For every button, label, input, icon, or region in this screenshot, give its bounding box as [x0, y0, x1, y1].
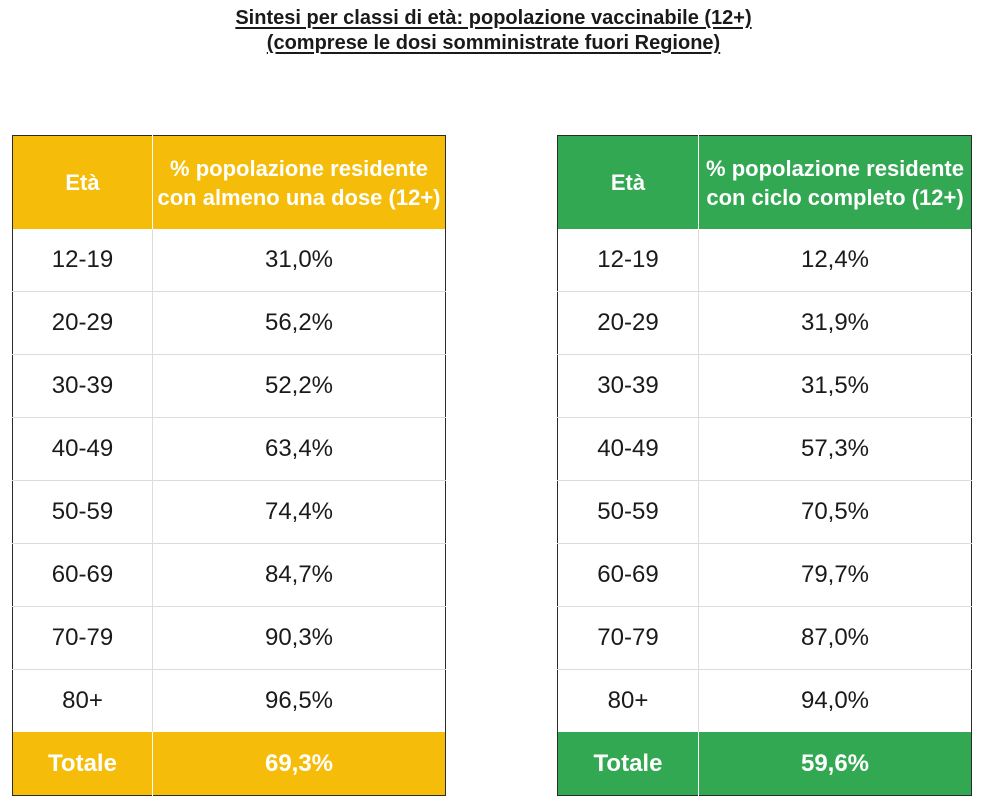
table-row: 40-49 63,4% [12, 417, 446, 481]
table-row: 12-19 12,4% [558, 229, 972, 292]
table-row: 30-39 31,5% [557, 354, 972, 418]
column-header-age: Età [557, 135, 699, 229]
page-title: Sintesi per classi di età: popolazione v… [0, 6, 987, 56]
age-cell: 12-19 [51, 246, 114, 273]
age-cell: 80+ [557, 669, 699, 732]
age-cell: 70-79 [557, 606, 699, 670]
pct-cell: 74,4% [152, 480, 446, 544]
total-row: Totale 69,3% [12, 732, 446, 796]
table-row: 50-59 70,5% [557, 480, 972, 544]
age-cell: 50-59 [12, 480, 153, 544]
pct-cell: 52,2% [152, 354, 446, 418]
table-row: 20-29 31,9% [557, 291, 972, 355]
page-title-line-2: (comprese le dosi somministrate fuori Re… [266, 32, 721, 54]
table-header-row: Età % popolazione residente con almeno u… [12, 135, 446, 229]
pct-cell: 63,4% [152, 417, 446, 481]
age-cell: 12-19 [597, 246, 659, 273]
total-row: Totale 59,6% [557, 732, 972, 796]
age-cell: 40-49 [557, 417, 699, 481]
total-value: 59,6% [698, 732, 972, 796]
table-row: 60-69 84,7% [12, 543, 446, 607]
age-cell: 50-59 [557, 480, 699, 544]
pct-cell: 31,0% [152, 229, 446, 292]
age-cell: 30-39 [12, 354, 153, 418]
age-cell: 30-39 [557, 354, 699, 418]
table-header-row: Età % popolazione residente con ciclo co… [557, 135, 972, 229]
age-cell: 60-69 [557, 543, 699, 607]
table-row: 30-39 52,2% [12, 354, 446, 418]
table-row: 50-59 74,4% [12, 480, 446, 544]
age-cell: 20-29 [12, 291, 153, 355]
total-label: Totale [12, 732, 153, 796]
total-value: 69,3% [152, 732, 446, 796]
table-row: 70-79 90,3% [12, 606, 446, 670]
column-header-age: Età [12, 135, 153, 229]
table-row: 80+ 96,5% [12, 669, 446, 732]
table-row: 40-49 57,3% [557, 417, 972, 481]
pct-cell: 94,0% [698, 669, 972, 732]
age-cell: 20-29 [557, 291, 699, 355]
total-label: Totale [557, 732, 699, 796]
page-title-line-1: Sintesi per classi di età: popolazione v… [235, 7, 752, 29]
pct-cell: 79,7% [698, 543, 972, 607]
pct-cell: 12,4% [698, 229, 972, 292]
age-cell: 40-49 [12, 417, 153, 481]
table-row: 60-69 79,7% [557, 543, 972, 607]
pct-cell: 31,5% [698, 354, 972, 418]
table-row: 80+ 94,0% [557, 669, 972, 732]
pct-cell: 56,2% [152, 291, 446, 355]
pct-cell: 70,5% [698, 480, 972, 544]
pct-cell: 90,3% [152, 606, 446, 670]
column-header-full-cycle-pct: % popolazione residente con ciclo comple… [698, 135, 972, 229]
pct-cell: 84,7% [152, 543, 446, 607]
table-row: 20-29 56,2% [12, 291, 446, 355]
pct-cell: 87,0% [698, 606, 972, 670]
pct-cell: 96,5% [152, 669, 446, 732]
age-cell: 80+ [12, 669, 153, 732]
age-cell: 60-69 [12, 543, 153, 607]
table-row: 12-19 31,0% [13, 229, 446, 292]
age-cell: 70-79 [12, 606, 153, 670]
full-cycle-table: Età % popolazione residente con ciclo co… [557, 135, 972, 796]
pct-cell: 31,9% [698, 291, 972, 355]
table-row: 70-79 87,0% [557, 606, 972, 670]
first-dose-table: Età % popolazione residente con almeno u… [12, 135, 446, 796]
column-header-first-dose-pct: % popolazione residente con almeno una d… [152, 135, 446, 229]
pct-cell: 57,3% [698, 417, 972, 481]
